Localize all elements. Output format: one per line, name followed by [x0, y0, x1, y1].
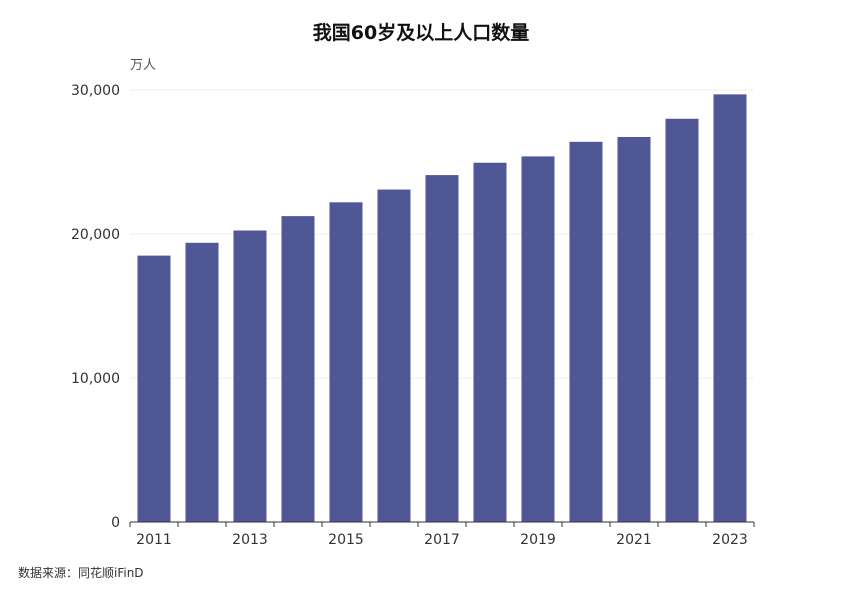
bar-2011: [137, 255, 171, 523]
axes: [129, 521, 755, 527]
bar-2016: [377, 189, 411, 523]
chart-title: 我国60岁及以上人口数量: [312, 22, 530, 44]
bar-2013: [233, 230, 267, 522]
bar-2022: [665, 118, 699, 522]
x-tick-label: 2017: [424, 532, 460, 548]
y-tick-label: 10,000: [71, 371, 120, 387]
bar-2019: [521, 156, 555, 523]
bar-2014: [281, 216, 315, 522]
x-tick-label: 2019: [520, 532, 556, 548]
data-source-note: 数据来源：同花顺iFinD: [18, 566, 144, 580]
bar-2021: [617, 137, 651, 523]
x-tick-label: 2013: [232, 532, 268, 548]
x-tick-labels: 2011 2013 2015 2017 2019 2021 2023: [136, 532, 748, 548]
y-tick-label: 0: [111, 515, 120, 531]
y-tick-label: 20,000: [71, 227, 120, 243]
y-tick-label: 30,000: [71, 83, 120, 99]
x-tick-label: 2023: [712, 532, 748, 548]
x-tick-label: 2021: [616, 532, 652, 548]
bar-2015: [329, 202, 363, 522]
bar-2020: [569, 141, 603, 522]
bar-2012: [185, 242, 219, 522]
x-tick-label: 2011: [136, 532, 172, 548]
bar-2017: [425, 175, 459, 522]
x-tick-label: 2015: [328, 532, 364, 548]
bar-2018: [473, 162, 507, 522]
bar-2023: [713, 94, 747, 523]
bars: [137, 94, 747, 523]
y-tick-labels: 0 10,000 20,000 30,000: [71, 83, 120, 531]
y-axis-unit-label: 万人: [130, 58, 157, 73]
